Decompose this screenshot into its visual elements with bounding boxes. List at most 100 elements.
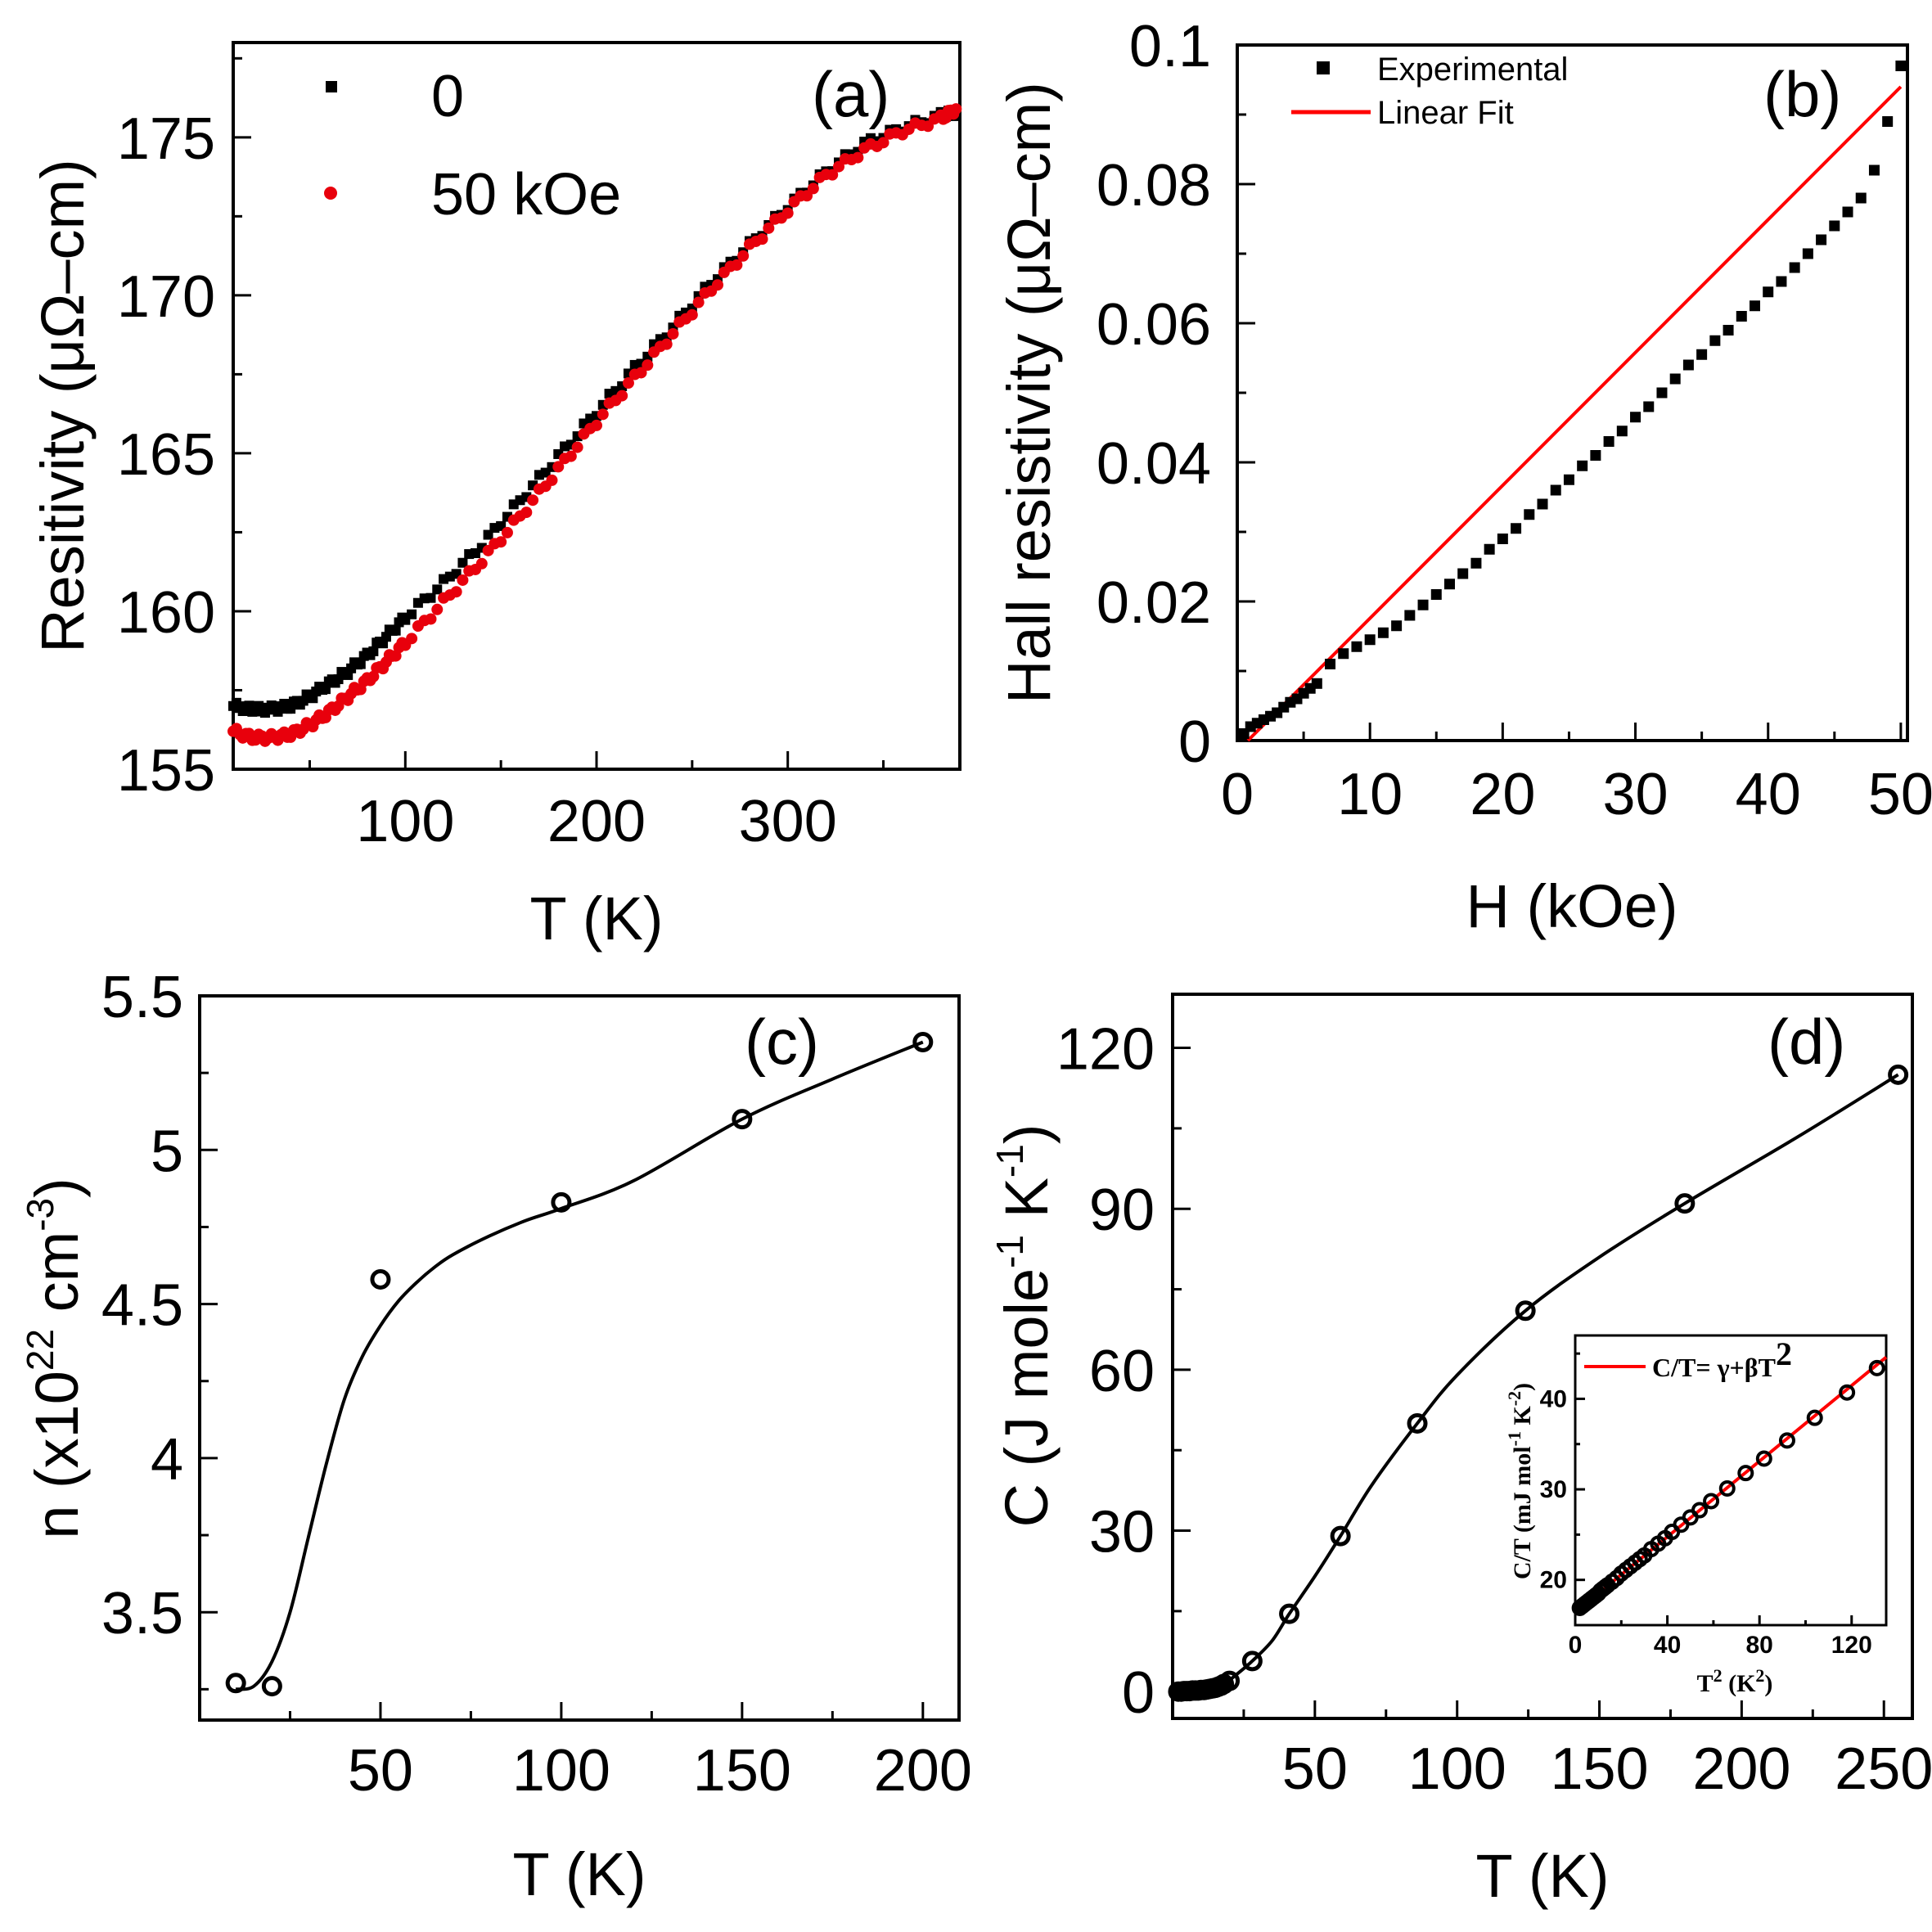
data-point (527, 494, 539, 507)
data-point (781, 207, 794, 219)
data-point (1338, 648, 1349, 660)
inset-ticks: 0 40 80 120 20 30 40 (1540, 1352, 1872, 1659)
data-point (1776, 276, 1787, 287)
data-point (712, 279, 723, 291)
data-point (1377, 627, 1389, 638)
panel-c-carrier-density: 50 100 150 200 3.5 4 4.5 5 5.5 (c) T (K) n (x102… (19, 965, 972, 1908)
data-point (1417, 599, 1429, 610)
data-point (225, 1673, 246, 1694)
data-point (1839, 1384, 1856, 1401)
data-point (1723, 325, 1734, 336)
data-point (1311, 678, 1322, 689)
data-point (833, 160, 844, 173)
data-point (261, 1676, 282, 1697)
panel-a-resistivity: 100 200 300 155 160 165 170 175 0 50 kOe (a) T … (29, 41, 962, 952)
data-point (912, 1031, 934, 1052)
data-point (1718, 1479, 1736, 1497)
panel-c-series (225, 1031, 934, 1697)
panel-d-inset: 0 40 80 120 20 30 40 C/T= γ+βT2 T2 (K2) C/T (m… (1504, 1334, 1888, 1697)
y-tick-label: 0 (1178, 709, 1211, 775)
data-point (475, 557, 488, 570)
data-point (756, 233, 768, 245)
y-tick-label: 0.08 (1097, 153, 1211, 218)
legend-label-experimental: Experimental (1377, 52, 1568, 88)
panel-d-series (1168, 1064, 1909, 1702)
data-point (1391, 620, 1403, 632)
data-point (355, 659, 366, 669)
x-tick-label: 200 (874, 1738, 972, 1804)
x-tick-label: 120 (1831, 1632, 1872, 1659)
x-tick-label: 20 (1470, 762, 1535, 827)
data-point (1709, 335, 1721, 346)
legend-marker-0 (326, 81, 337, 92)
panel-b-ticks: 0 10 20 30 40 50 0 0.02 0.04 0.06 0.08 0.1 (1097, 14, 1932, 827)
data-point (616, 390, 628, 402)
data-point (1404, 610, 1416, 621)
data-point (1816, 234, 1827, 245)
data-point (635, 367, 647, 379)
y-tick-label: 0 (1122, 1660, 1155, 1726)
data-point (763, 222, 775, 234)
data-point (622, 377, 634, 390)
x-tick-label: 0 (1569, 1632, 1583, 1659)
data-point (431, 603, 444, 615)
data-point (686, 308, 698, 321)
data-point (1497, 534, 1508, 544)
x-tick-label: 300 (739, 789, 837, 854)
y-tick-label: 60 (1089, 1339, 1155, 1404)
data-point (1882, 116, 1894, 127)
panel-label-d: (d) (1768, 1006, 1845, 1078)
data-point (1696, 349, 1708, 360)
data-point (320, 684, 331, 695)
y-tick-label: 40 (1540, 1385, 1567, 1412)
data-point (1630, 412, 1642, 423)
data-point (495, 536, 507, 548)
data-point (1430, 589, 1442, 600)
x-tick-label: 200 (547, 789, 646, 854)
x-tick-label: 50 (1282, 1736, 1348, 1802)
data-point (1656, 387, 1668, 399)
data-point (1484, 543, 1495, 555)
y-tick-label: 120 (1056, 1017, 1155, 1083)
data-point (737, 250, 750, 262)
y-tick-label: 160 (117, 580, 215, 646)
data-point (1829, 220, 1840, 232)
legend-marker-50koe (324, 187, 337, 200)
data-point (826, 169, 839, 181)
panel-a-legend: 0 50 kOe (324, 64, 621, 227)
legend-label-0: 0 (431, 64, 464, 129)
y-tick-label: 90 (1089, 1178, 1155, 1243)
data-point (1603, 436, 1615, 447)
data-point (1806, 1409, 1823, 1426)
x-tick-label: 100 (356, 789, 454, 854)
data-point (432, 584, 443, 595)
panel-label-a: (a) (812, 58, 889, 130)
y-tick-label: 175 (117, 106, 215, 172)
legend-marker-experimental (1317, 61, 1330, 74)
panel-d-xlabel: T (K) (1475, 1842, 1609, 1910)
panel-b-legend: Experimental Linear Fit (1291, 52, 1568, 131)
inset-series (1571, 1356, 1888, 1616)
data-point (450, 586, 462, 598)
data-point (1868, 164, 1880, 176)
data-point (1789, 262, 1800, 273)
data-point (1351, 641, 1362, 652)
data-point (370, 1268, 391, 1290)
inset-xlabel: T2 (K2) (1697, 1665, 1773, 1697)
y-tick-label: 155 (117, 738, 215, 804)
y-tick-label: 165 (117, 422, 215, 488)
data-point (1407, 1412, 1428, 1434)
y-tick-label: 5 (151, 1119, 183, 1184)
data-point (1842, 206, 1853, 218)
data-point (1524, 509, 1535, 520)
data-point (1736, 311, 1747, 322)
data-point (807, 182, 819, 195)
data-point (425, 613, 437, 625)
y-tick-label: 0.1 (1129, 14, 1211, 79)
x-tick-label: 100 (512, 1738, 610, 1804)
data-point (660, 338, 673, 350)
data-point (551, 1191, 572, 1213)
y-tick-label: 30 (1540, 1476, 1567, 1503)
data-point (407, 609, 417, 619)
